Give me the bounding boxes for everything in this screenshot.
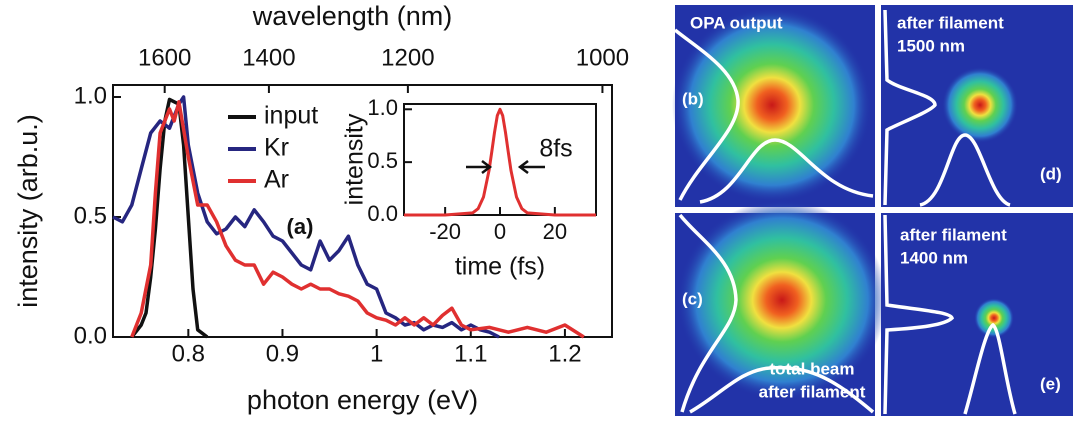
plot-frame <box>112 84 613 338</box>
panel-caption: after filament <box>900 225 1007 244</box>
x-tick-label: 1.2 <box>548 340 581 367</box>
inset-x-title: time (fs) <box>455 253 545 281</box>
series-line <box>130 100 585 339</box>
panel-label: (a) <box>287 214 314 239</box>
y-tick-label: 0.5 <box>74 202 107 229</box>
panel-caption: total beam <box>769 359 854 378</box>
legend-label: Ar <box>264 166 289 194</box>
panel-caption: 1500 nm <box>897 36 965 55</box>
x2-axis-title: wavelength (nm) <box>252 1 453 31</box>
panel-label: (c) <box>682 289 703 308</box>
y-tick-label: 0.5 <box>367 148 398 173</box>
x-axis-title: photon energy (eV) <box>247 385 478 415</box>
legend-label: Kr <box>264 134 289 162</box>
beam-profiles <box>673 9 1017 415</box>
beam-spot <box>974 298 1014 338</box>
beam-spot <box>942 67 1018 143</box>
series-line <box>130 97 209 339</box>
beam-spot <box>672 7 872 203</box>
y-tick-label: 0.0 <box>367 201 398 226</box>
x2-tick-label: 1400 <box>242 44 295 71</box>
x-tick-label: 0 <box>494 219 506 244</box>
panel-label: (e) <box>1040 374 1061 393</box>
y-tick-label: 1.0 <box>74 82 107 109</box>
panel-label: (d) <box>1040 164 1062 183</box>
panel-caption: after filament <box>759 382 866 401</box>
fwhm-arrow <box>466 160 493 174</box>
x-tick-label: 1.1 <box>454 340 487 367</box>
y-tick-label: 1.0 <box>367 95 398 120</box>
x-tick-label: 1 <box>370 340 383 367</box>
inset-y-title: intensity <box>341 113 369 205</box>
beam-spot <box>677 200 887 400</box>
fwhm-arrow <box>517 160 545 174</box>
y-axis-title: intensity (arb.u.) <box>13 114 43 308</box>
legend-label: input <box>264 102 318 130</box>
x2-tick-label: 1200 <box>381 44 434 71</box>
panel-caption: after filament <box>897 13 1004 32</box>
series-line <box>404 107 596 217</box>
x-tick-label: -20 <box>429 219 461 244</box>
panel-label: (b) <box>682 89 704 108</box>
panel-caption: 1400 nm <box>900 248 968 267</box>
x-tick-label: 20 <box>543 219 567 244</box>
panel-caption: OPA output <box>690 13 783 32</box>
x2-tick-label: 1000 <box>576 44 629 71</box>
y-tick-label: 0.0 <box>74 322 107 349</box>
x2-tick-label: 1600 <box>138 44 191 71</box>
x-tick-label: 0.9 <box>266 340 299 367</box>
x-tick-label: 0.8 <box>172 340 205 367</box>
fwhm-label: 8fs <box>539 135 572 163</box>
beam-images <box>672 5 1073 416</box>
